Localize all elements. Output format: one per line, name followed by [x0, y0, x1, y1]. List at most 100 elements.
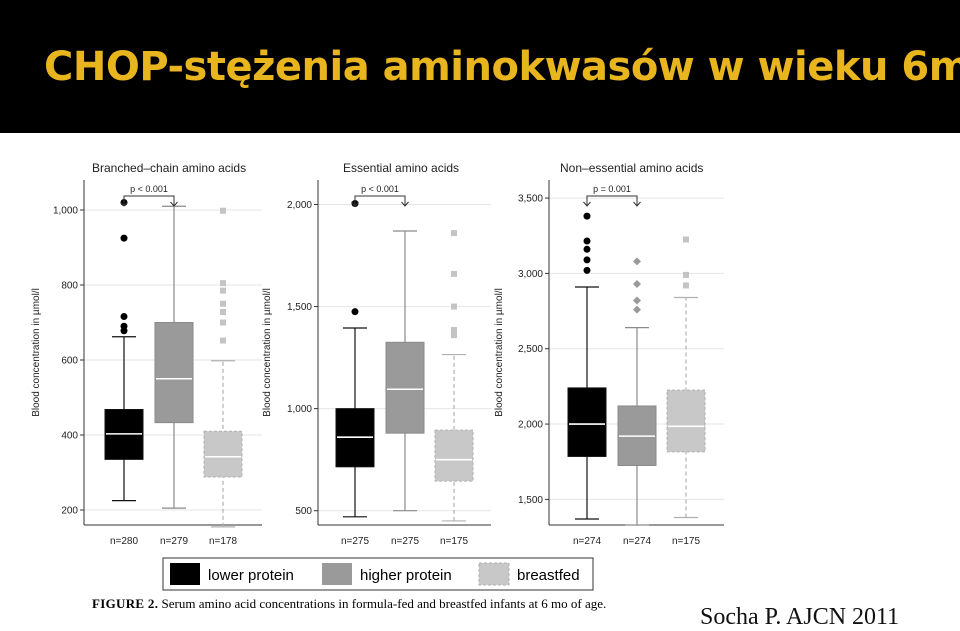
significance-label: p = 0.001: [593, 184, 631, 194]
outlier-point: [220, 309, 226, 315]
legend: lower protein higher protein breastfed: [162, 557, 594, 591]
outlier-point: [451, 230, 457, 237]
outlier-point: [220, 207, 226, 214]
y-tick-label: 1,500: [518, 495, 543, 506]
iqr-box: [203, 430, 243, 478]
outlier-point: [583, 266, 591, 274]
bracket-arrowhead: [401, 201, 409, 207]
bracket-arrowhead: [120, 201, 128, 207]
bracket-arrowhead: [583, 201, 591, 207]
outlier-point: [633, 279, 641, 288]
outlier-point: [220, 287, 226, 294]
slide-title: CHOP-stężenia aminokwasów w wieku 6m: [44, 44, 960, 90]
bracket-arrowhead: [633, 201, 641, 207]
significance-bracket: p = 0.001: [583, 184, 641, 207]
legend-label: lower protein: [208, 567, 294, 584]
figure-caption: FIGURE 2. Serum amino acid concentration…: [92, 596, 606, 612]
outlier-point: [351, 308, 359, 316]
outlier-point: [583, 212, 591, 220]
figure-panels: Branched–chain amino acids 200 400 600 800 1,…: [31, 161, 724, 591]
outlier-point: [633, 257, 641, 266]
outlier-point: [120, 313, 128, 320]
legend-frame: [162, 557, 594, 591]
outlier-point: [451, 332, 457, 339]
y-tick-label: 800: [61, 281, 78, 292]
y-tick-label: 2,500: [518, 344, 543, 355]
box-higher-protein: [617, 257, 657, 526]
y-axis-label: Blood concentration in µmol/l: [494, 288, 505, 417]
figure-caption-text: Serum amino acid concentrations in formu…: [161, 596, 607, 611]
y-tick-label: 2,000: [518, 420, 543, 431]
box-breastfed: [203, 207, 243, 528]
bracket-line: [123, 195, 175, 206]
iqr-box: [666, 389, 706, 453]
significance-label: p < 0.001: [130, 184, 168, 194]
outlier-point: [220, 337, 226, 344]
box-breastfed: [434, 230, 474, 522]
outlier-point: [633, 305, 641, 314]
y-tick-label: 1,000: [287, 404, 312, 415]
outlier-point: [451, 303, 457, 310]
y-tick-label: 1,500: [287, 302, 312, 313]
significance-bracket: p < 0.001: [120, 184, 178, 207]
outlier-point: [583, 237, 591, 245]
y-axis-label: Blood concentration in µmol/l: [31, 288, 42, 417]
iqr-box: [567, 387, 607, 457]
outlier-point: [583, 245, 591, 253]
outlier-point: [633, 296, 641, 305]
y-tick-label: 3,500: [518, 194, 543, 205]
panel-title: Non–essential amino acids: [560, 161, 703, 175]
legend-label: higher protein: [360, 567, 452, 584]
bracket-arrowhead: [351, 201, 359, 207]
iqr-box: [154, 322, 194, 424]
y-axis-label: Blood concentration in µmol/l: [262, 288, 273, 417]
outlier-point: [583, 256, 591, 264]
n-label: n=279: [160, 536, 189, 547]
n-label: n=275: [391, 536, 420, 547]
panel-2: Essential amino acids 500 1,000 1,500 2,000 B…: [262, 161, 491, 547]
outlier-point: [220, 319, 226, 326]
box-lower-protein: [567, 212, 607, 520]
significance-bracket: p < 0.001: [351, 184, 409, 207]
title-bar: [0, 0, 960, 133]
figure-caption-label: FIGURE 2.: [92, 596, 159, 611]
n-label: n=280: [110, 536, 139, 547]
n-label: n=274: [573, 536, 602, 547]
n-label: n=275: [341, 536, 370, 547]
y-tick-label: 2,000: [287, 200, 312, 211]
n-label: n=274: [623, 536, 652, 547]
legend-swatch: [322, 563, 352, 585]
box-higher-protein: [385, 230, 425, 512]
panel-1: Branched–chain amino acids 200 400 600 800 1,…: [31, 161, 262, 547]
panel-title: Essential amino acids: [343, 161, 459, 175]
box-breastfed: [666, 236, 706, 519]
y-tick-label: 400: [61, 431, 78, 442]
bracket-arrowhead: [170, 201, 178, 207]
bracket-line: [586, 195, 638, 206]
outlier-point: [220, 280, 226, 287]
y-tick-label: 3,000: [518, 269, 543, 280]
legend-swatch: [170, 563, 200, 585]
significance-label: p < 0.001: [361, 184, 399, 194]
outlier-point: [120, 234, 128, 242]
outlier-point: [683, 236, 689, 243]
outlier-point: [220, 300, 226, 307]
n-label: n=175: [672, 536, 701, 547]
y-tick-label: 600: [61, 356, 78, 367]
box-higher-protein: [154, 205, 194, 509]
n-label: n=175: [440, 536, 469, 547]
outlier-point: [683, 271, 689, 278]
y-tick-label: 200: [61, 506, 78, 517]
outlier-point: [120, 322, 128, 330]
box-lower-protein: [104, 199, 144, 502]
outlier-point: [451, 270, 457, 277]
box-lower-protein: [335, 199, 375, 518]
y-tick-label: 500: [295, 506, 312, 517]
panel-3: Non–essential amino acids 1,500 2,000 2,500…: [494, 161, 724, 547]
outlier-point: [451, 327, 457, 334]
legend-swatch: [478, 562, 510, 586]
y-tick-label: 1,000: [53, 206, 78, 217]
legend-label: breastfed: [517, 567, 580, 584]
iqr-box: [434, 429, 474, 482]
n-label: n=178: [209, 536, 238, 547]
